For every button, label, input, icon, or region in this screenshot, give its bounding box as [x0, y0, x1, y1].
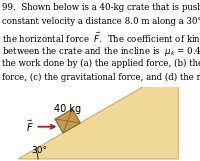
Text: the work done by (a) the applied force, (b) the frictional: the work done by (a) the applied force, …	[2, 59, 200, 68]
Text: 30°: 30°	[31, 146, 47, 155]
Text: $\vec{F}$: $\vec{F}$	[26, 118, 34, 134]
Polygon shape	[18, 66, 178, 159]
Text: between the crate and the incline is  $\mu_k$ = 0.40.  Calculate: between the crate and the incline is $\m…	[2, 45, 200, 58]
Text: the horizontal force  $\vec{F}$.  The coefficient of kinetic friction: the horizontal force $\vec{F}$. The coef…	[2, 31, 200, 45]
Polygon shape	[55, 109, 80, 133]
Text: constant velocity a distance 8.0 m along a 30° incline by: constant velocity a distance 8.0 m along…	[2, 17, 200, 26]
Text: force, (c) the gravitational force, and (d) the net force.: force, (c) the gravitational force, and …	[2, 73, 200, 82]
Text: 99.  Shown below is a 40-kg crate that is pushed at: 99. Shown below is a 40-kg crate that is…	[2, 3, 200, 12]
Text: 40 kg: 40 kg	[54, 104, 81, 114]
